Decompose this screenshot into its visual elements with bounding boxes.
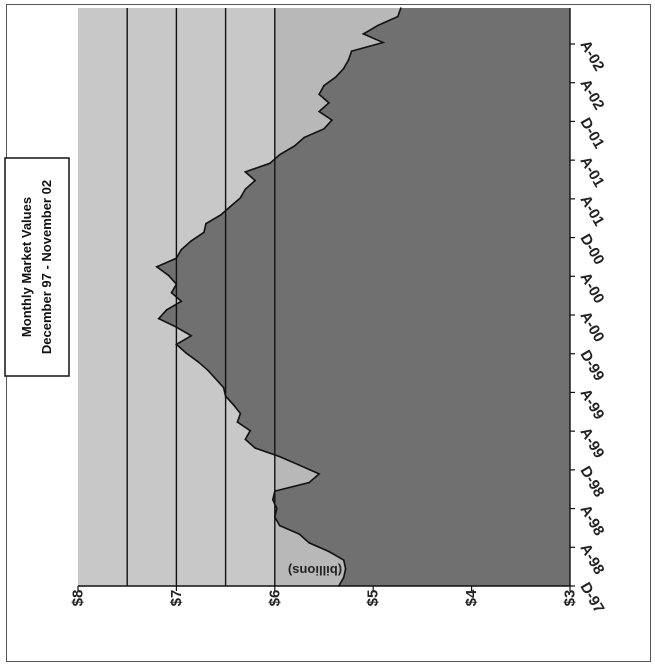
data-point <box>180 248 183 251</box>
data-point <box>249 429 251 432</box>
data-point <box>239 412 242 415</box>
data-point <box>175 343 178 346</box>
data-point <box>232 404 235 406</box>
data-point <box>400 7 402 9</box>
y-tick-label: $6 <box>266 590 283 607</box>
y-tick-label: $3 <box>562 590 579 607</box>
data-point <box>190 335 192 337</box>
data-point <box>335 76 337 78</box>
y-tick-label: $4 <box>463 589 480 606</box>
data-point <box>244 438 247 441</box>
data-point <box>377 24 379 27</box>
x-tick-label: A-01 <box>577 192 608 229</box>
data-point <box>185 352 187 354</box>
data-point <box>342 559 345 561</box>
x-tick-label: A-01 <box>577 154 608 191</box>
data-point <box>342 576 345 579</box>
x-tick-label: A-99 <box>577 386 608 423</box>
x-tick-label: A-02 <box>577 76 608 113</box>
data-point <box>155 266 158 268</box>
data-point <box>167 274 170 277</box>
data-point <box>276 507 278 510</box>
series-area <box>156 8 570 586</box>
data-point <box>274 490 276 492</box>
x-tick-label: A-00 <box>577 309 608 346</box>
x-tick-label: A-99 <box>577 425 608 462</box>
y-tick-label: $7 <box>168 590 185 607</box>
data-point <box>207 369 209 372</box>
data-point <box>397 15 399 18</box>
y-tick-label: $5 <box>365 590 382 607</box>
chart-title: Monthly Market Values <box>19 197 34 337</box>
title-box-border <box>4 157 70 377</box>
data-point <box>190 240 192 242</box>
data-point <box>269 162 271 165</box>
data-point <box>382 41 384 44</box>
data-point <box>328 102 330 104</box>
data-point <box>303 136 306 139</box>
x-tick-label: A-98 <box>577 502 608 539</box>
data-point <box>175 326 178 329</box>
x-tick-label: D-00 <box>577 231 608 268</box>
data-point <box>347 59 350 61</box>
x-tick-label: D-99 <box>577 347 608 384</box>
data-point <box>293 145 296 147</box>
x-tick-label: A-02 <box>577 38 608 75</box>
data-point <box>219 214 222 216</box>
data-point <box>175 283 178 285</box>
data-point <box>157 317 160 320</box>
y-axis-label: (billions) <box>288 563 342 578</box>
data-point <box>180 300 183 303</box>
data-point <box>215 378 217 380</box>
data-point <box>222 386 225 389</box>
data-point <box>318 110 320 113</box>
data-point <box>308 481 311 484</box>
data-point <box>278 455 281 458</box>
data-point <box>205 222 207 225</box>
data-point <box>229 205 232 208</box>
data-point <box>331 119 333 121</box>
y-tick-label: $8 <box>70 590 87 607</box>
data-point <box>298 464 301 467</box>
data-point <box>318 473 320 475</box>
data-point <box>254 447 256 449</box>
data-point <box>175 257 178 260</box>
data-point <box>308 542 311 544</box>
data-point <box>170 291 173 294</box>
data-point <box>165 309 168 311</box>
data-point <box>350 50 353 52</box>
series-line <box>155 7 402 587</box>
title-box: Monthly Market Values December 97 - Nove… <box>4 157 70 377</box>
x-tick-label: D-97 <box>577 580 608 617</box>
data-point <box>278 524 281 527</box>
x-tick-label: A-98 <box>577 541 608 578</box>
data-point <box>278 153 281 156</box>
data-point <box>244 188 247 190</box>
data-point <box>274 516 276 518</box>
data-point <box>342 67 345 70</box>
x-tick-label: D-01 <box>577 115 608 152</box>
data-point <box>362 33 365 35</box>
data-point <box>239 197 242 199</box>
data-point <box>236 421 239 423</box>
data-point <box>323 84 325 87</box>
data-point <box>298 533 301 535</box>
data-point <box>328 550 330 553</box>
x-tick-label: A-00 <box>577 270 608 307</box>
data-point <box>272 498 274 501</box>
data-point <box>224 395 227 398</box>
data-point <box>254 179 256 182</box>
data-point <box>203 231 205 234</box>
data-point <box>344 567 347 570</box>
data-point <box>244 171 247 173</box>
data-point <box>318 93 320 96</box>
chart-subtitle: December 97 - November 02 <box>39 180 54 354</box>
data-point <box>197 360 199 363</box>
data-point <box>323 128 325 130</box>
x-tick-label: D-98 <box>577 463 608 500</box>
